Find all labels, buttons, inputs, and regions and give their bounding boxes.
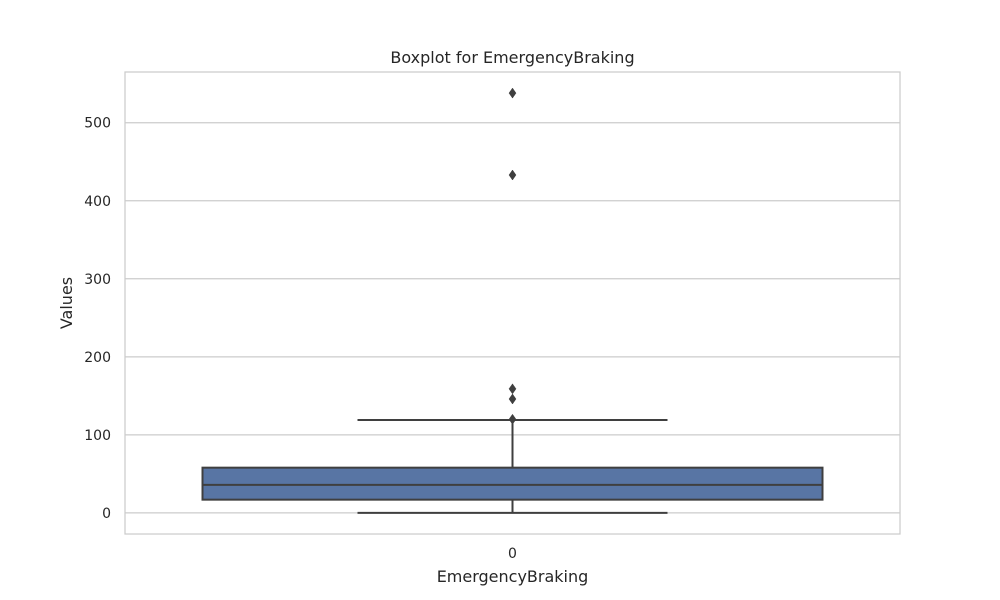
chart-title: Boxplot for EmergencyBraking — [390, 48, 634, 67]
y-tick-label: 500 — [84, 116, 111, 132]
y-axis-label: Values — [57, 277, 76, 329]
y-tick-label: 200 — [84, 350, 111, 366]
x-axis-label: EmergencyBraking — [437, 567, 589, 586]
plot-area-frame — [124, 71, 901, 535]
y-tick-label: 400 — [84, 194, 111, 210]
y-tick-label: 0 — [102, 506, 111, 522]
y-tick-labels: 0 100 200 300 400 500 — [84, 116, 111, 522]
outlier-point — [508, 169, 517, 181]
x-tick-label: 0 — [508, 546, 517, 562]
iqr-box — [201, 466, 824, 501]
x-tick-labels: 0 — [508, 546, 517, 562]
outlier-point — [508, 87, 517, 99]
outlier-point — [508, 393, 517, 405]
gridlines — [125, 122, 900, 514]
box-group — [201, 87, 824, 514]
outlier-point — [508, 413, 517, 425]
y-tick-label: 300 — [84, 272, 111, 288]
outlier-point — [508, 383, 517, 395]
y-tick-label: 100 — [84, 428, 111, 444]
